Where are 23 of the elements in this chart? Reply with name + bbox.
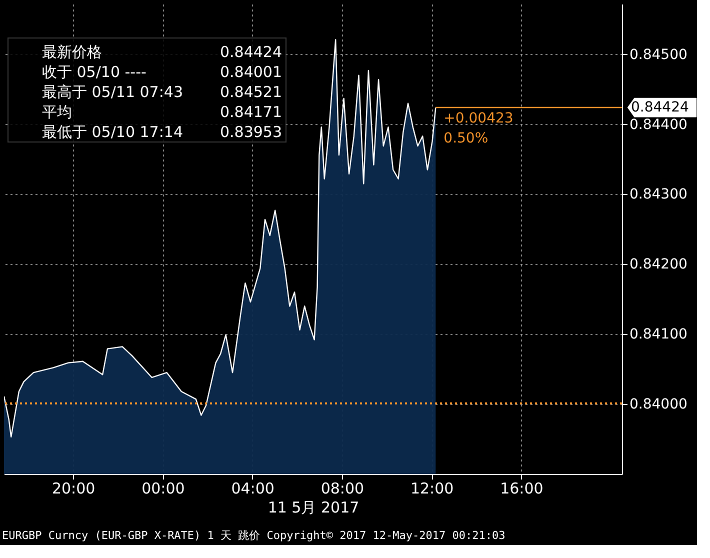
text: EURGBP Curncy (EUR-GBP X-RATE) 1 天 跳价 Copyright© 2017 12-May-2017 00:21:03 bbox=[2, 529, 506, 542]
text: 最低于 05/10 17:14 0.83953 bbox=[42, 123, 282, 141]
x-axis-title: 11 5月 2017 bbox=[268, 498, 360, 516]
text: 收于 05/10 ---- 0.84001 bbox=[42, 63, 282, 81]
y-tick-label: 0.84400 bbox=[630, 116, 688, 133]
annotation: 0.84424 bbox=[220, 43, 282, 61]
annotation: +0.00423 bbox=[444, 110, 514, 127]
y-tick-label: 0.84000 bbox=[630, 396, 688, 413]
y-tick-label: 0.84200 bbox=[630, 256, 688, 273]
text: 最新价格 bbox=[42, 43, 102, 61]
x-tick-label: 04:00 bbox=[231, 480, 274, 498]
x-tick-label: 16:00 bbox=[500, 480, 544, 498]
y-tick-label: 0.84500 bbox=[630, 46, 688, 63]
annotation: 0.50% bbox=[444, 130, 488, 147]
text: 最高于 05/11 07:43 0.84521 bbox=[42, 83, 282, 101]
text: 平均 0.84171 bbox=[42, 103, 282, 121]
y-tick-label: 0.84300 bbox=[630, 186, 688, 203]
x-tick-label: 08:00 bbox=[320, 480, 364, 498]
y-tick-label: 0.84100 bbox=[630, 326, 688, 343]
text: 0.84424 bbox=[631, 100, 689, 116]
x-tick-label: 20:00 bbox=[52, 480, 96, 498]
x-tick-label: 00:00 bbox=[142, 480, 185, 498]
x-tick-label: 12:00 bbox=[410, 480, 454, 498]
